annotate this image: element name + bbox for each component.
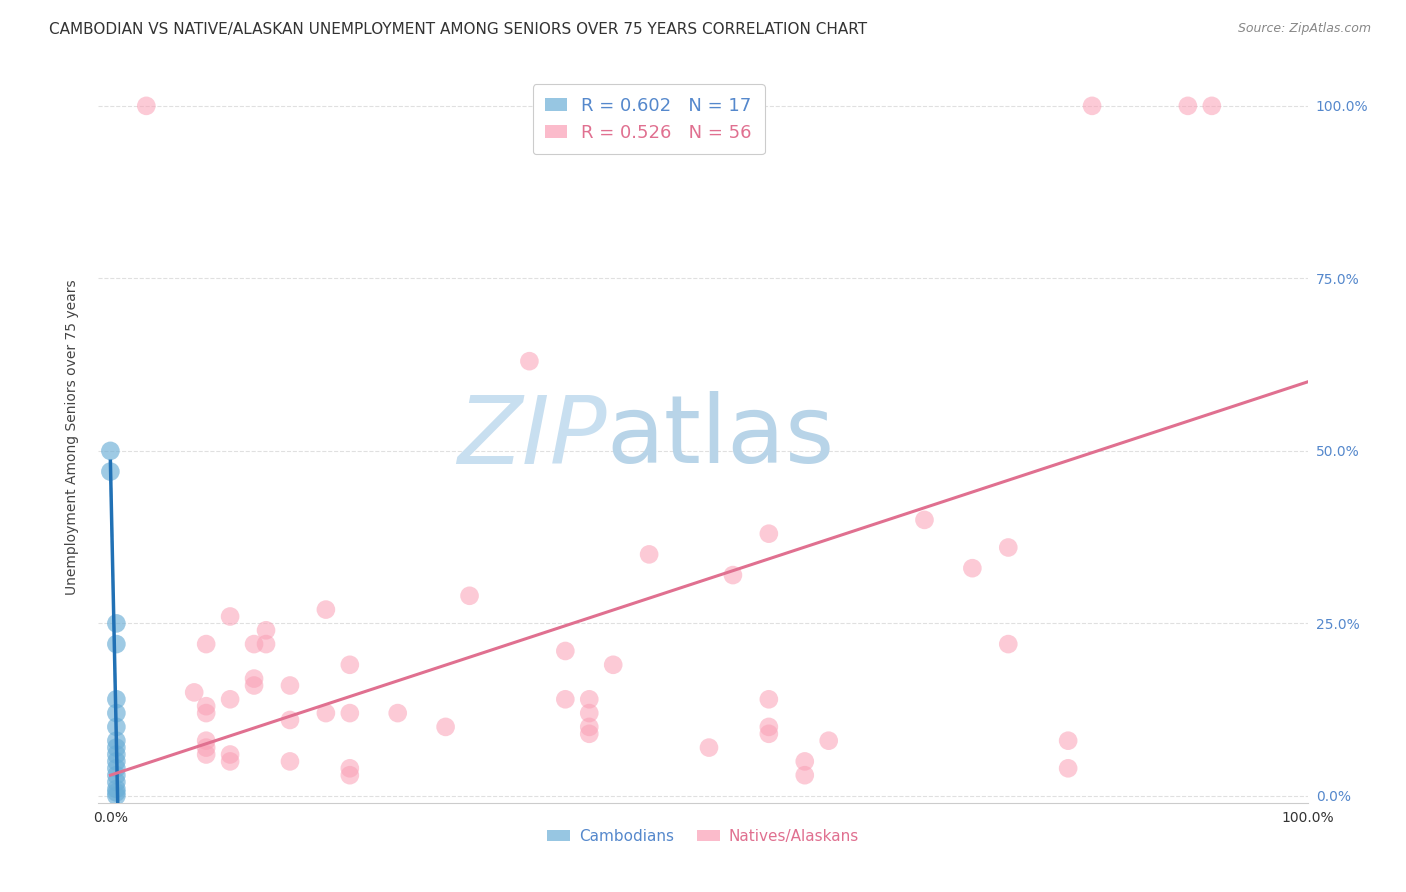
Point (578, 706, 600, 720)
Point (105, 782, 128, 797)
Legend: Cambodians, Natives/Alaskans: Cambodians, Natives/Alaskans (541, 822, 865, 850)
Point (105, 733, 128, 747)
Point (254, 637, 277, 651)
Point (195, 740, 218, 755)
Point (105, 761, 128, 775)
Point (219, 609, 242, 624)
Point (1081, 99, 1104, 113)
Point (758, 727, 780, 741)
Point (105, 747, 128, 762)
Point (195, 637, 218, 651)
Point (721, 568, 744, 582)
Point (105, 616, 128, 631)
Point (105, 755, 128, 769)
Point (243, 672, 266, 686)
Point (105, 785, 128, 799)
Point (758, 720, 780, 734)
Point (219, 692, 242, 706)
Point (219, 755, 242, 769)
Text: CAMBODIAN VS NATIVE/ALASKAN UNEMPLOYMENT AMONG SENIORS OVER 75 YEARS CORRELATION: CAMBODIAN VS NATIVE/ALASKAN UNEMPLOYMENT… (49, 22, 868, 37)
Point (434, 720, 457, 734)
Point (578, 727, 600, 741)
Point (195, 706, 218, 720)
Point (793, 768, 815, 782)
Point (195, 699, 218, 714)
Point (1177, 99, 1199, 113)
Point (219, 747, 242, 762)
Point (817, 733, 839, 747)
Point (105, 692, 128, 706)
Point (183, 685, 205, 699)
Point (697, 740, 720, 755)
Text: atlas: atlas (606, 391, 835, 483)
Point (997, 637, 1019, 651)
Text: Source: ZipAtlas.com: Source: ZipAtlas.com (1237, 22, 1371, 36)
Point (793, 755, 815, 769)
Point (105, 768, 128, 782)
Point (578, 692, 600, 706)
Point (105, 740, 128, 755)
Point (195, 747, 218, 762)
Point (962, 561, 984, 575)
Point (243, 637, 266, 651)
Point (339, 761, 361, 775)
Y-axis label: Unemployment Among Seniors over 75 years: Unemployment Among Seniors over 75 years (65, 279, 79, 595)
Point (914, 513, 936, 527)
Point (1057, 733, 1080, 747)
Point (278, 713, 301, 727)
Point (339, 657, 361, 672)
Point (997, 541, 1019, 555)
Point (105, 637, 128, 651)
Point (578, 720, 600, 734)
Text: ZIP: ZIP (457, 392, 606, 483)
Point (1201, 99, 1223, 113)
Point (315, 706, 337, 720)
Point (105, 720, 128, 734)
Point (315, 602, 337, 616)
Point (1057, 761, 1080, 775)
Point (554, 644, 576, 658)
Point (602, 657, 624, 672)
Point (100, 465, 122, 479)
Point (339, 706, 361, 720)
Point (243, 678, 266, 692)
Point (554, 692, 576, 706)
Point (458, 589, 481, 603)
Point (758, 526, 780, 541)
Point (278, 755, 301, 769)
Point (195, 733, 218, 747)
Point (638, 548, 661, 562)
Point (105, 706, 128, 720)
Point (105, 775, 128, 789)
Point (519, 354, 541, 368)
Point (105, 789, 128, 803)
Point (339, 768, 361, 782)
Point (100, 443, 122, 458)
Point (387, 706, 409, 720)
Point (254, 624, 277, 638)
Point (278, 678, 301, 692)
Point (758, 692, 780, 706)
Point (135, 99, 157, 113)
